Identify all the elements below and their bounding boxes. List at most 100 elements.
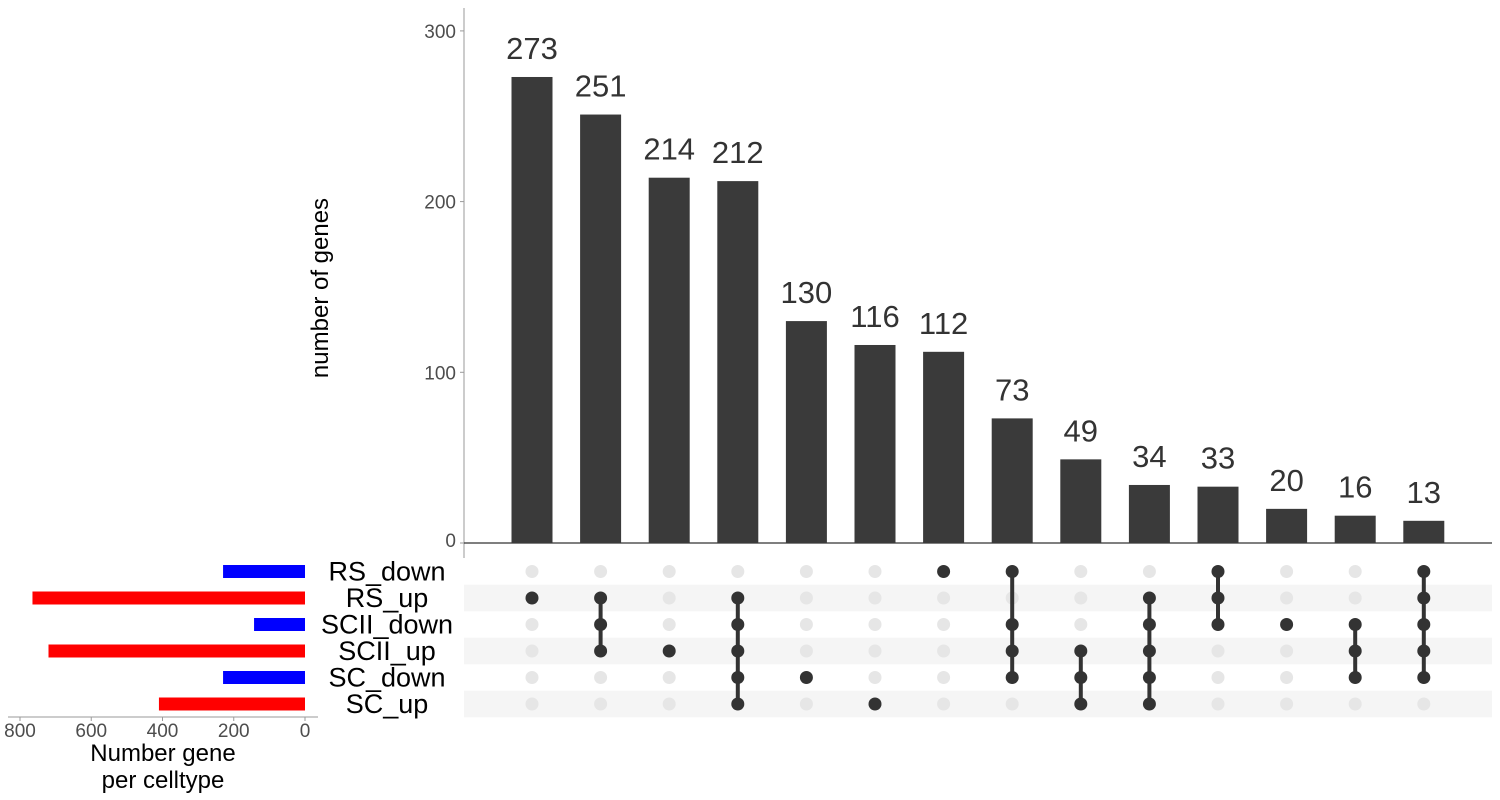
matrix-dot-active: [731, 697, 745, 711]
set-label: SC_down: [328, 663, 445, 693]
set-size-tick-label: 0: [300, 721, 311, 742]
intersection-bar-label: 112: [919, 306, 968, 341]
matrix-dot-active: [1211, 591, 1225, 605]
matrix-dot-active: [1417, 671, 1431, 684]
matrix-dot-active: [1005, 671, 1019, 684]
set-size-tick-label: 800: [4, 721, 36, 742]
matrix-stripe: [464, 637, 1492, 665]
intersection-matrix: [525, 565, 1431, 711]
intersection-bar-label: 20: [1269, 463, 1303, 498]
matrix-dot-active: [1280, 618, 1294, 631]
matrix-dot-inactive: [937, 671, 951, 684]
matrix-dot-inactive: [937, 618, 951, 631]
intersection-bar-label: 214: [643, 132, 695, 167]
matrix-dot-inactive: [1142, 565, 1156, 578]
y-tick-label: 300: [424, 22, 456, 43]
set-label: RS_down: [328, 557, 445, 587]
matrix-dot-inactive: [594, 671, 608, 684]
intersection-bar-label: 34: [1132, 439, 1166, 474]
matrix-dot-inactive: [1280, 671, 1294, 684]
intersection-bar: [1266, 508, 1308, 543]
matrix-stripe: [464, 690, 1492, 718]
intersection-bar: [511, 76, 553, 543]
matrix-dot-active: [594, 644, 608, 658]
matrix-dot-inactive: [868, 565, 882, 578]
intersection-bar: [648, 177, 690, 543]
intersection-bar: [717, 181, 759, 543]
matrix-stripes: [464, 584, 1492, 718]
matrix-dot-inactive: [799, 644, 813, 658]
intersection-bar: [785, 321, 827, 543]
intersection-bar: [1403, 520, 1445, 543]
matrix-dot-inactive: [937, 644, 951, 658]
set-size-bar: [223, 671, 305, 684]
matrix-dot-inactive: [1348, 697, 1362, 711]
matrix-dot-active: [1142, 591, 1156, 605]
matrix-dot-active: [1348, 644, 1362, 658]
set-size-tick-label: 600: [75, 721, 107, 742]
matrix-dot-inactive: [662, 618, 676, 631]
matrix-dot-inactive: [662, 565, 676, 578]
matrix-dot-inactive: [868, 671, 882, 684]
intersection-bar: [854, 344, 896, 543]
set-label: SCII_down: [321, 610, 453, 640]
matrix-dot-active: [1142, 671, 1156, 684]
set-label: SCII_up: [338, 636, 436, 666]
matrix-dot-inactive: [1348, 591, 1362, 605]
intersection-bar: [1060, 459, 1102, 543]
set-label: RS_up: [346, 583, 429, 613]
matrix-dot-active: [1142, 697, 1156, 711]
matrix-dot-inactive: [799, 565, 813, 578]
matrix-dot-active: [1142, 644, 1156, 658]
y-tick-label: 0: [445, 531, 456, 552]
matrix-dot-active: [1417, 565, 1431, 578]
matrix-dot-inactive: [525, 565, 539, 578]
matrix-dot-inactive: [799, 591, 813, 605]
y-axis-title: number of genes: [307, 198, 334, 378]
intersection-bar-label: 116: [850, 299, 899, 334]
matrix-dot-active: [868, 697, 882, 711]
matrix-dot-active: [1417, 618, 1431, 631]
intersection-size-axis: 0 100 200 300: [424, 8, 1492, 558]
matrix-dot-inactive: [1280, 697, 1294, 711]
matrix-dot-inactive: [525, 671, 539, 684]
matrix-dot-inactive: [1211, 671, 1225, 684]
matrix-dot-active: [731, 644, 745, 658]
intersection-bar: [1334, 515, 1376, 543]
y-tick-label: 100: [424, 363, 456, 384]
intersection-bar-label: 212: [712, 135, 764, 170]
matrix-dot-inactive: [1074, 618, 1088, 631]
matrix-dot-active: [1211, 565, 1225, 578]
set-size-bar: [254, 618, 305, 631]
set-label: SC_up: [346, 689, 429, 719]
intersection-bar-label: 130: [781, 275, 833, 310]
intersection-bar: [991, 418, 1033, 543]
matrix-dot-inactive: [1280, 591, 1294, 605]
matrix-dot-inactive: [525, 644, 539, 658]
intersection-bar-label: 33: [1201, 441, 1235, 476]
matrix-dot-active: [1005, 565, 1019, 578]
matrix-dot-inactive: [662, 671, 676, 684]
matrix-dot-active: [594, 591, 608, 605]
set-size-axis: 800 600 400 200 0: [4, 716, 318, 742]
matrix-dot-inactive: [662, 697, 676, 711]
matrix-dot-inactive: [937, 591, 951, 605]
matrix-dot-inactive: [1211, 644, 1225, 658]
intersection-bar-label: 73: [995, 372, 1029, 407]
intersection-bar-label: 273: [506, 31, 558, 66]
matrix-dot-inactive: [525, 697, 539, 711]
matrix-dot-active: [731, 671, 745, 684]
intersection-bar: [1197, 486, 1239, 543]
set-size-axis-title-line-2: per celltype: [102, 767, 225, 794]
set-size-bar: [48, 644, 305, 658]
matrix-dot-inactive: [1280, 644, 1294, 658]
matrix-dot-inactive: [1074, 565, 1088, 578]
matrix-dot-inactive: [1348, 565, 1362, 578]
matrix-dot-inactive: [1280, 565, 1294, 578]
intersection-bar-label: 13: [1407, 475, 1441, 510]
matrix-dot-inactive: [937, 697, 951, 711]
set-size-tick-label: 400: [147, 721, 179, 742]
matrix-dot-inactive: [594, 697, 608, 711]
matrix-dot-inactive: [1417, 697, 1431, 711]
